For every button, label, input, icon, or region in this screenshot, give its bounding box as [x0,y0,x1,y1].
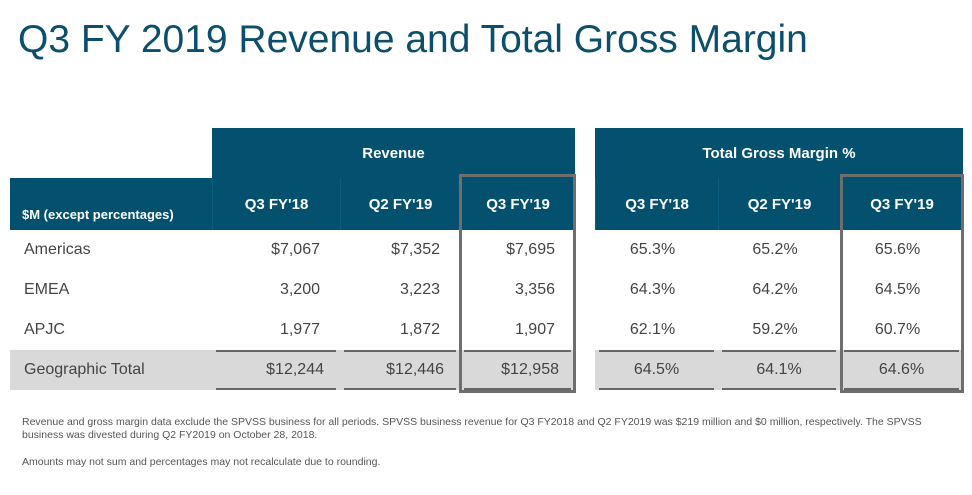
revenue-cell: 1,977 [279,321,320,338]
highlight-box-margin [840,174,964,393]
margin-cell: 64.5% [599,350,714,390]
revenue-cell: 3,223 [399,281,440,298]
revenue-group-header: Revenue [212,128,575,178]
total-row-bg [595,350,963,390]
period-header: Q3 FY'19 [840,178,963,230]
margin-cell: 62.1% [629,321,676,338]
label-column-header: $M (except percentages) [10,178,212,230]
margin-cell: 64.6% [844,350,959,390]
margin-cell: 65.3% [629,241,676,258]
footnote-rounding: Amounts may not sum and percentages may … [22,456,381,468]
margin-cell: 64.5% [874,281,921,298]
row-label: Americas [24,241,91,258]
footnote-spvss: Revenue and gross margin data exclude th… [22,416,922,441]
revenue-cell: $12,244 [216,350,336,390]
margin-group-header: Total Gross Margin % [595,128,963,178]
revenue-cell: $12,958 [464,350,571,390]
margin-cell: 64.3% [629,281,676,298]
revenue-cell: 1,907 [514,321,555,338]
revenue-cell: $12,446 [344,350,456,390]
revenue-cell: $7,067 [271,241,320,258]
row-label: EMEA [24,281,70,298]
revenue-cell: $7,695 [506,241,555,258]
highlight-box-revenue [459,174,576,393]
revenue-cell: 1,872 [399,321,440,338]
revenue-cell: $7,352 [391,241,440,258]
margin-cell: 60.7% [874,321,921,338]
period-header: Q3 FY'18 [212,178,340,230]
period-header: Q2 FY'19 [340,178,460,230]
margin-cell: 64.1% [722,350,836,390]
margin-cell: 65.2% [752,241,798,258]
margin-cell: 59.2% [752,321,798,338]
period-header: Q3 FY'18 [595,178,718,230]
margin-cell: 65.6% [874,241,921,258]
page-title: Q3 FY 2019 Revenue and Total Gross Margi… [18,18,808,61]
period-header: Q3 FY'19 [460,178,575,230]
revenue-cell: 3,200 [279,281,320,298]
total-row-bg [10,350,575,390]
period-header: Q2 FY'19 [718,178,840,230]
margin-cell: 64.2% [752,281,798,298]
row-label: APJC [24,321,65,338]
revenue-cell: 3,356 [514,281,555,298]
row-label: Geographic Total [24,361,145,378]
